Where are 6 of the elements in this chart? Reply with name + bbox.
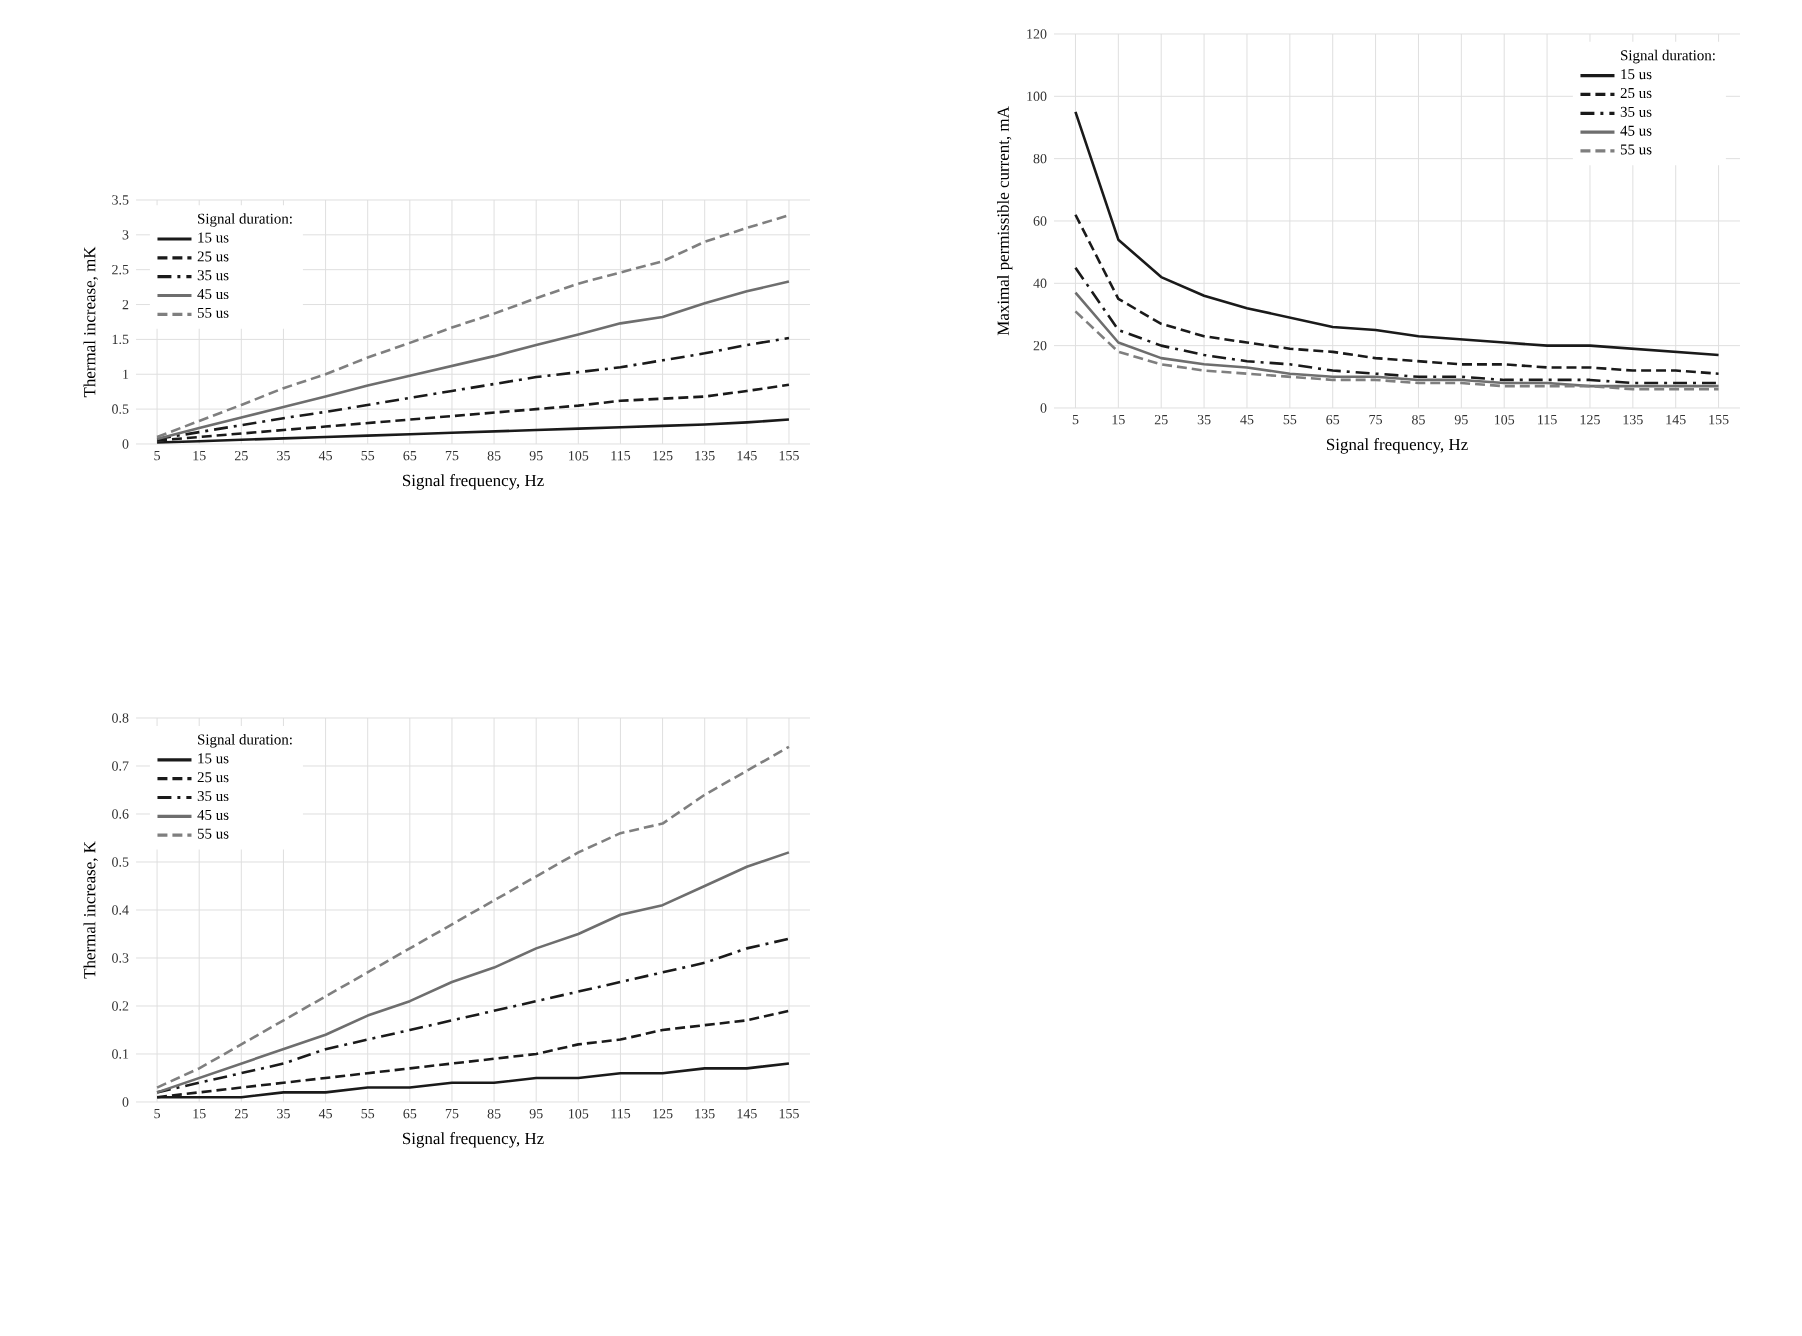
- y-axis-title: Thermal increase, mK: [83, 246, 98, 398]
- x-axis-title: Signal frequency, Hz: [402, 1132, 544, 1148]
- y-axis-title: Maximal permissible current, mA: [997, 106, 1013, 336]
- x-axis-title: Signal frequency, Hz: [1326, 438, 1468, 454]
- x-axis-title: Signal frequency, Hz: [402, 474, 544, 490]
- y-axis-title: Thermal increase, K: [83, 841, 98, 979]
